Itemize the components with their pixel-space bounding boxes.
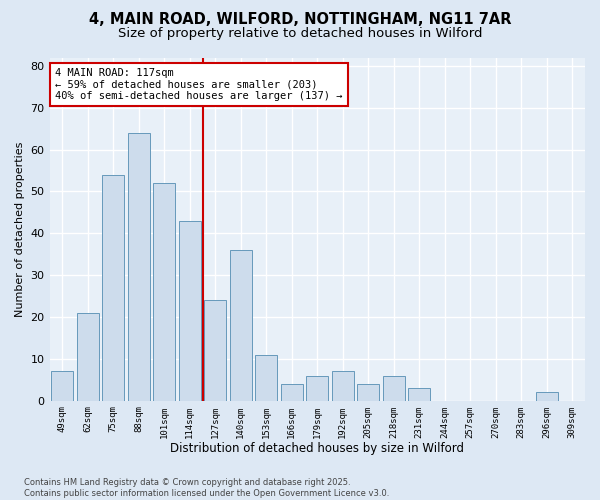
- Bar: [409, 388, 430, 400]
- Bar: [332, 372, 353, 400]
- Bar: [154, 183, 175, 400]
- Bar: [205, 300, 226, 400]
- Bar: [103, 174, 124, 400]
- Bar: [77, 313, 98, 400]
- Bar: [230, 250, 251, 400]
- Text: 4, MAIN ROAD, WILFORD, NOTTINGHAM, NG11 7AR: 4, MAIN ROAD, WILFORD, NOTTINGHAM, NG11 …: [89, 12, 511, 28]
- Bar: [358, 384, 379, 400]
- Bar: [256, 354, 277, 401]
- Y-axis label: Number of detached properties: Number of detached properties: [15, 142, 25, 317]
- X-axis label: Distribution of detached houses by size in Wilford: Distribution of detached houses by size …: [170, 442, 464, 455]
- Bar: [307, 376, 328, 400]
- Text: Size of property relative to detached houses in Wilford: Size of property relative to detached ho…: [118, 28, 482, 40]
- Bar: [52, 372, 73, 400]
- Bar: [536, 392, 557, 400]
- Bar: [128, 133, 149, 400]
- Bar: [281, 384, 302, 400]
- Text: 4 MAIN ROAD: 117sqm
← 59% of detached houses are smaller (203)
40% of semi-detac: 4 MAIN ROAD: 117sqm ← 59% of detached ho…: [55, 68, 343, 101]
- Bar: [179, 220, 200, 400]
- Bar: [383, 376, 404, 400]
- Text: Contains HM Land Registry data © Crown copyright and database right 2025.
Contai: Contains HM Land Registry data © Crown c…: [24, 478, 389, 498]
